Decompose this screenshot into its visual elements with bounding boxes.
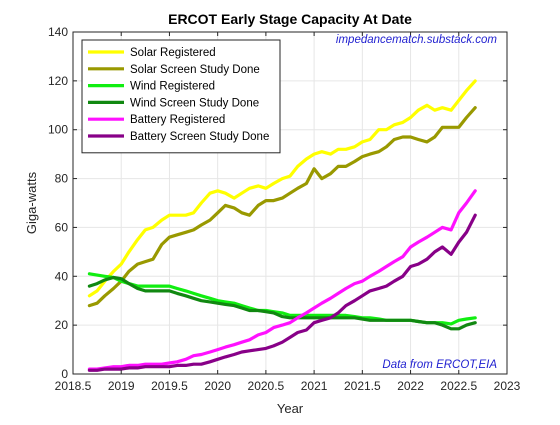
x-tick-label: 2019 (108, 379, 135, 393)
y-tick-label: 120 (48, 74, 68, 88)
x-tick-label: 2022.5 (440, 379, 477, 393)
y-tick-label: 0 (61, 367, 68, 381)
x-tick-label: 2021 (301, 379, 328, 393)
series-line-solar-screen-study-done (87, 106, 477, 308)
series-line-battery-screen-study-done (87, 213, 477, 372)
source-url-annotation: impedancematch.substack.com (336, 34, 497, 46)
x-tick-label: 2019.5 (151, 379, 188, 393)
legend-box (81, 39, 281, 154)
y-tick-label: 140 (48, 25, 68, 39)
plot-frame (72, 31, 508, 375)
series-line-solar-registered (87, 79, 477, 298)
y-tick-label: 80 (55, 172, 69, 186)
x-tick-label: 2018.5 (55, 379, 92, 393)
legend-label: Battery Registered (130, 114, 225, 126)
y-tick-label: 60 (55, 220, 69, 234)
y-tick-label: 20 (55, 318, 69, 332)
x-tick-label: 2023 (494, 379, 521, 393)
legend-label: Solar Registered (130, 47, 216, 59)
legend-label: Solar Screen Study Done (130, 64, 260, 76)
x-axis-label: Year (277, 401, 304, 416)
x-tick-label: 2020 (204, 379, 231, 393)
x-tick-label: 2022 (397, 379, 424, 393)
series-line-battery-registered (87, 189, 477, 371)
data-source-annotation: Data from ERCOT,EIA (382, 359, 497, 371)
legend-label: Wind Registered (130, 81, 215, 93)
legend-label: Battery Screen Study Done (130, 131, 269, 143)
y-tick-label: 40 (55, 269, 69, 283)
x-tick-label: 2021.5 (344, 379, 381, 393)
legend-label: Wind Screen Study Done (130, 97, 259, 109)
axes: 2018.5 2019 2019.5 2020 2020.5 2021 2021.5 2022… (48, 25, 521, 393)
chart-title: ERCOT Early Stage Capacity At Date (168, 11, 412, 27)
y-axis-label: Giga-watts (24, 171, 39, 234)
series-line-wind-screen-study-done (87, 275, 477, 331)
series-lines (87, 79, 477, 372)
y-tick-label: 100 (48, 123, 68, 137)
x-tick-label: 2020.5 (248, 379, 285, 393)
legend: Solar Registered Solar Screen Study Done W… (81, 39, 281, 154)
